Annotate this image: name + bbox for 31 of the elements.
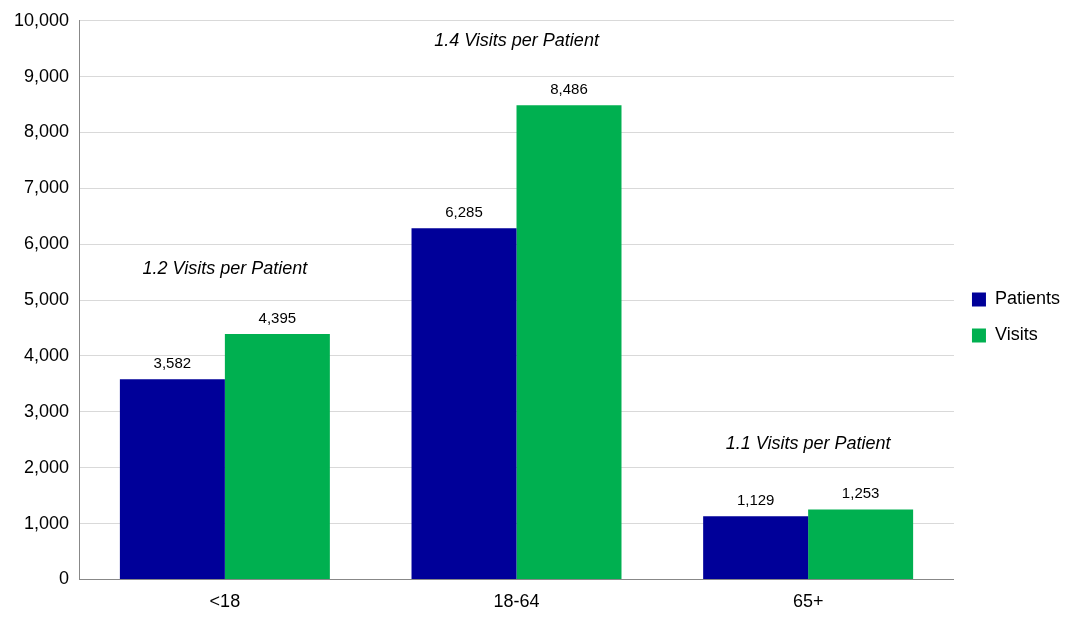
x-tick-label: 18-64 <box>493 591 540 612</box>
y-tick-label: 10,000 <box>13 9 70 30</box>
y-tick-label: 9,000 <box>24 65 70 86</box>
data-label: 1,253 <box>841 484 880 502</box>
legend-label: Patients <box>994 288 1061 309</box>
annotation: 1.1 Visits per Patient <box>725 433 892 454</box>
y-tick-label: 0 <box>59 568 70 589</box>
bar <box>119 379 225 579</box>
y-tick-label: 1,000 <box>24 512 70 533</box>
legend-label: Visits <box>994 324 1038 345</box>
data-label: 6,285 <box>445 202 483 220</box>
annotation: 1.4 Visits per Patient <box>434 29 600 50</box>
y-tick-label: 2,000 <box>24 456 70 477</box>
bar <box>224 333 330 579</box>
bar <box>411 228 517 579</box>
y-tick-label: 4,000 <box>24 344 70 365</box>
bar <box>516 105 622 579</box>
x-tick-label: 65+ <box>792 591 824 612</box>
data-label: 4,395 <box>258 308 297 326</box>
data-label: 3,582 <box>153 353 192 371</box>
bar <box>703 516 809 579</box>
data-label: 1,129 <box>736 490 775 508</box>
y-tick-label: 3,000 <box>24 400 70 421</box>
y-tick-label: 8,000 <box>24 121 70 142</box>
bar <box>808 509 914 579</box>
y-tick-label: 6,000 <box>24 233 70 254</box>
y-tick-label: 7,000 <box>24 177 70 198</box>
x-tick-label: <18 <box>209 591 241 612</box>
data-label: 8,486 <box>550 80 588 98</box>
y-tick-label: 5,000 <box>24 289 70 310</box>
annotation: 1.2 Visits per Patient <box>142 257 309 278</box>
